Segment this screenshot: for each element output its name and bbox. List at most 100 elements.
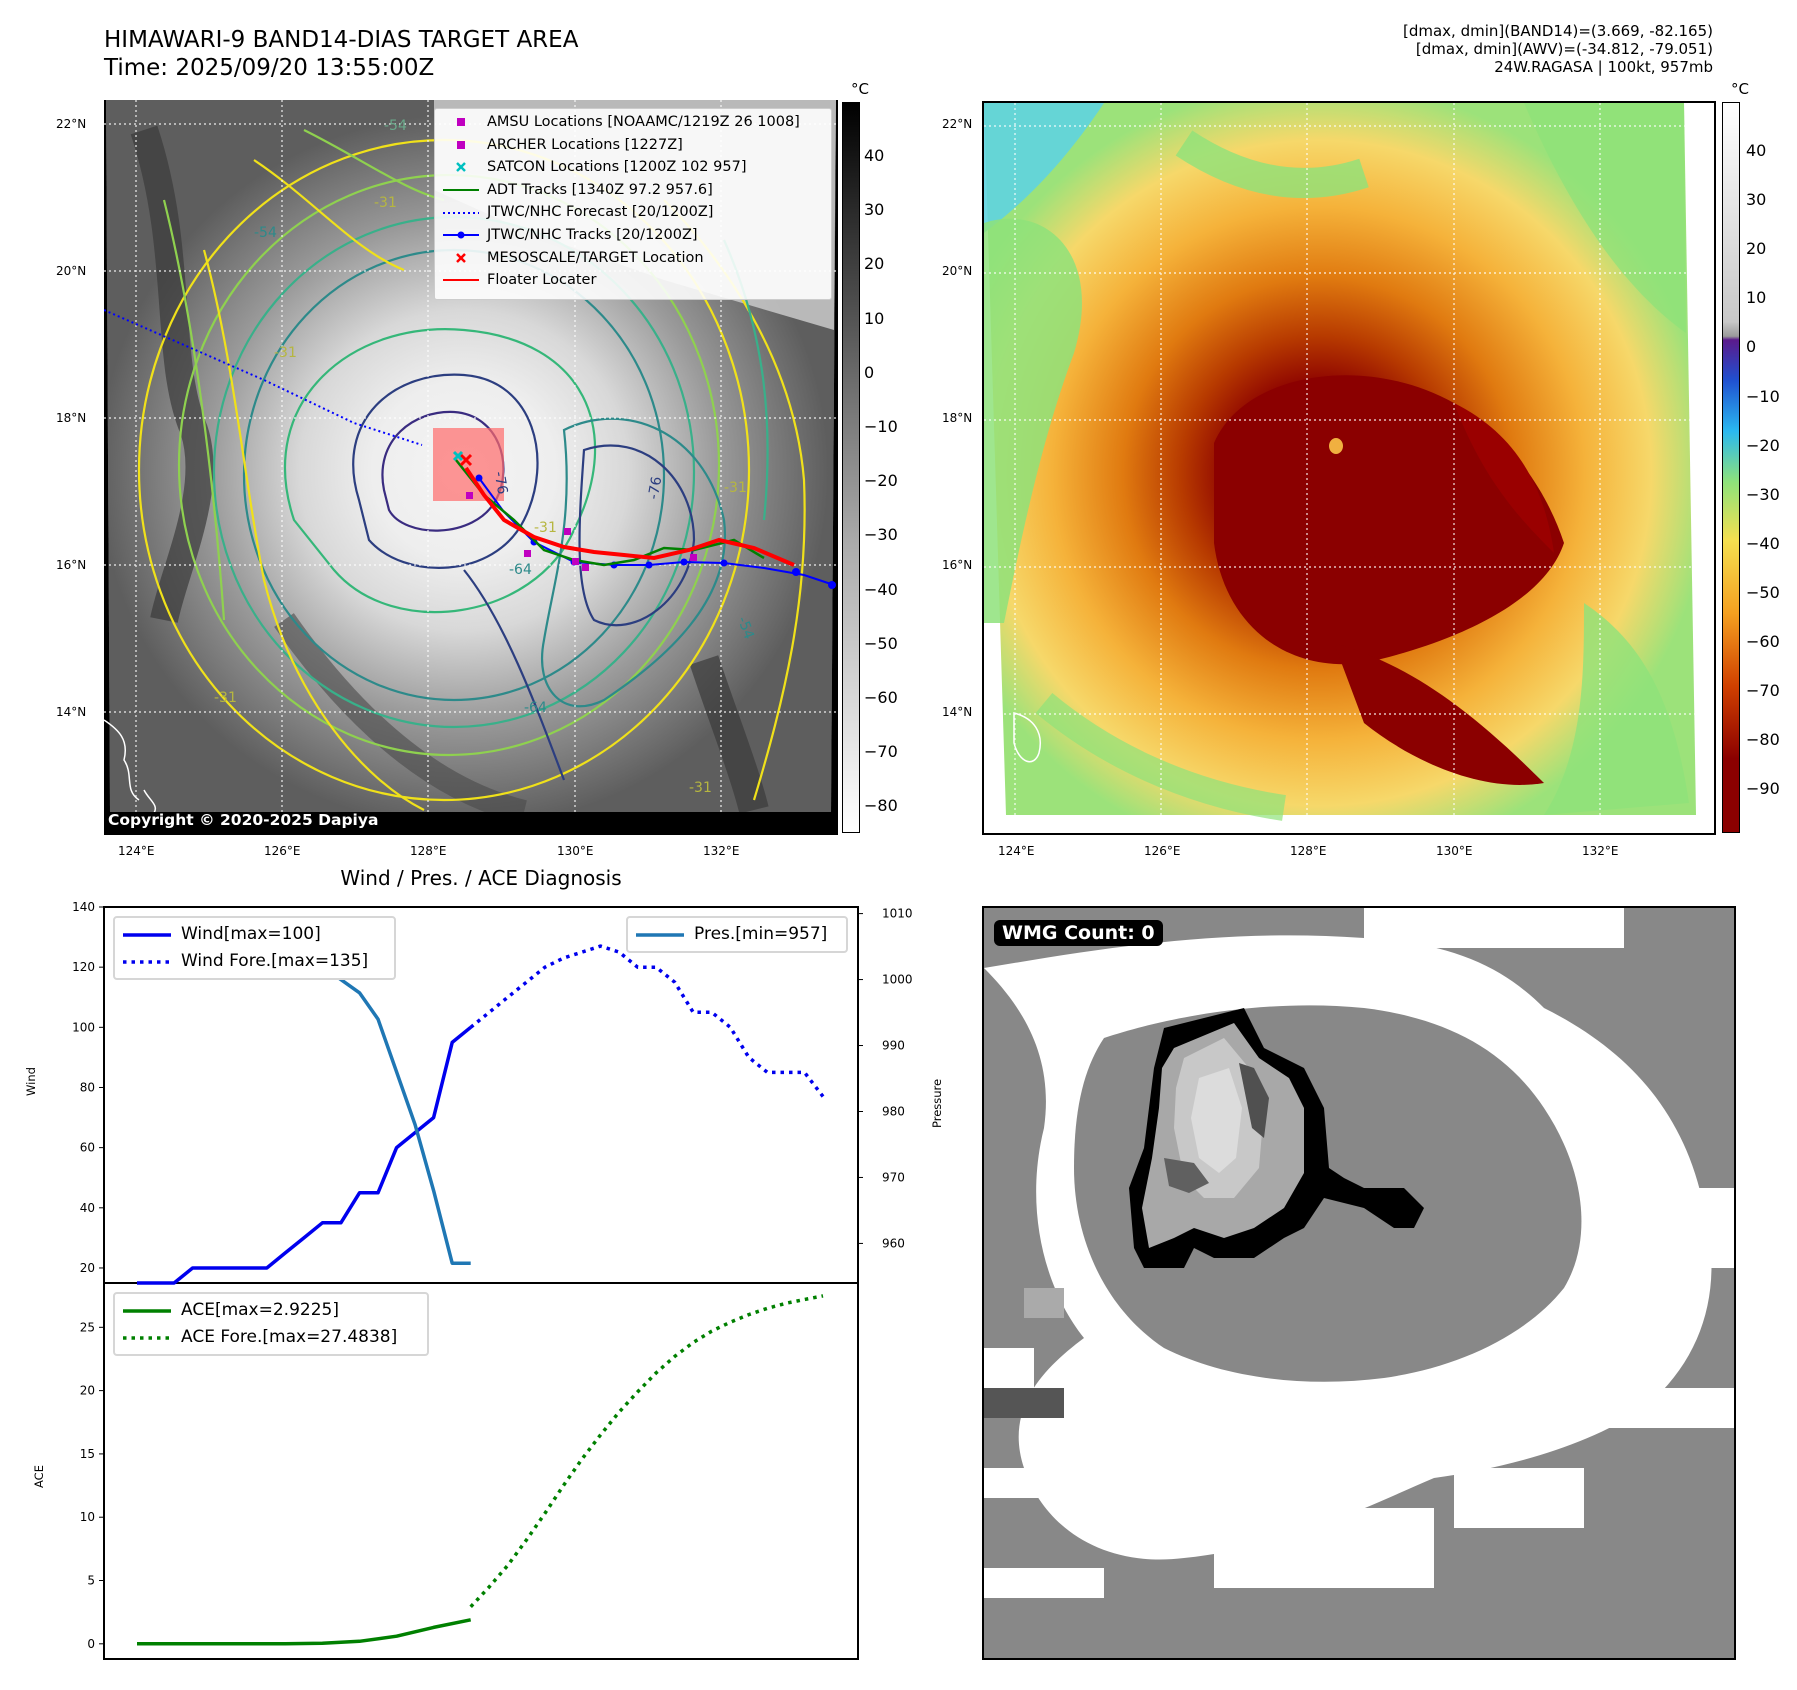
lat-tick: 18°N [56, 411, 87, 425]
lon-tick: 124°E [118, 844, 155, 858]
map-title: HIMAWARI-9 BAND14-DIAS TARGET AREA Time:… [104, 26, 578, 82]
contour-label: -31 [214, 690, 237, 706]
lon-tick: 130°E [1436, 844, 1473, 858]
lat-tick: 16°N [942, 558, 973, 572]
lat-tick: 16°N [56, 558, 87, 572]
contour-label: -64 [509, 562, 532, 578]
y-tick-label: 10 [80, 1510, 95, 1524]
diagnosis-charts: 20 40 60 80 100 120 140 960 970 980 990 1000 1010 0 5… [72, 900, 913, 1660]
y-right-tick-label: 990 [882, 1039, 905, 1053]
lon-tick: 128°E [1290, 844, 1327, 858]
contour-label: -76 [490, 470, 511, 496]
pressure-legend: Pres.[min=957] [626, 916, 848, 953]
series-line-0 [137, 1025, 472, 1285]
legend-wind-forecast: Wind Fore.[max=135] [123, 951, 369, 971]
legend-pressure: Pres.[min=957] [636, 924, 828, 944]
ir-map-panel: -54 -31 -54 -31 -76 -76 -64 -31 -54 -31 … [104, 100, 838, 835]
gray-colorbar-tick: −10 [864, 417, 898, 436]
y-tick-label: 15 [80, 1447, 95, 1461]
y-tick-label: 140 [72, 900, 95, 914]
y-tick-label: 80 [80, 1080, 95, 1094]
ace-axis-label: ACE [32, 1465, 46, 1488]
wmg-count-badge: WMG Count: 0 [994, 920, 1163, 946]
contour-label-layer: -54 -31 -54 -31 -76 -76 -64 -31 -54 -31 … [104, 100, 838, 835]
gray-colorbar-tick: 30 [864, 200, 885, 220]
wmg-panel: WMG Count: 0 [982, 906, 1736, 1660]
color-map-svg [984, 103, 1714, 821]
color-colorbar-tick: −20 [1746, 435, 1780, 455]
title-line-2: Time: 2025/09/20 13:55:00Z [104, 55, 435, 81]
color-map-grid [984, 103, 1714, 815]
stats-line-3: 24W.RAGASA | 100kt, 957mb [1494, 58, 1713, 76]
color-colorbar-tick: 40 [1746, 141, 1767, 160]
series-line-1 [469, 944, 825, 1098]
ace-plot: 0 5 10 15 20 25 [80, 1294, 824, 1651]
color-colorbar-tick: −40 [1746, 533, 1780, 553]
legend-entry-amsu: AMSU Locations [NOAAMC/1219Z 26 1008] [441, 111, 825, 134]
chart-title: Wind / Pres. / ACE Diagnosis [340, 866, 622, 890]
wind-legend: Wind[max=100] Wind Fore.[max=135] [113, 916, 396, 980]
gray-colorbar-tick: 40 [864, 146, 885, 165]
lat-tick: 18°N [942, 411, 973, 425]
y-right-tick-label: 980 [882, 1104, 905, 1118]
lat-tick: 14°N [56, 705, 87, 719]
color-colorbar-tick: −80 [1746, 730, 1780, 750]
legend-wind: Wind[max=100] [123, 924, 321, 944]
ace-chart-frame [103, 1282, 859, 1660]
legend-entry-mesoscale: MESOSCALE/TARGET Location [441, 247, 825, 270]
gray-colorbar [842, 102, 860, 833]
gray-colorbar-tick: −80 [864, 796, 898, 816]
stats-block: [dmax, dmin](BAND14)=(3.669, -82.165) [d… [1113, 22, 1713, 76]
gray-colorbar-tick: 10 [864, 308, 885, 328]
target-marker [459, 453, 473, 467]
color-colorbar-tick: −50 [1746, 582, 1780, 602]
lon-tick: 132°E [703, 844, 740, 858]
gray-colorbar-tick: −20 [864, 471, 898, 491]
y-right-tick-label: 960 [882, 1236, 905, 1250]
y-tick-label: 20 [80, 1261, 95, 1275]
lat-tick: 14°N [942, 705, 973, 719]
color-colorbar-tick: −90 [1746, 779, 1780, 799]
y-tick-label: 5 [87, 1574, 95, 1588]
y-tick-label: 25 [80, 1320, 95, 1334]
gray-colorbar-tick: 0 [864, 362, 875, 382]
y-tick-label: 20 [80, 1384, 95, 1398]
contour-label: -31 [724, 480, 747, 496]
color-colorbar-tick: −10 [1746, 386, 1780, 406]
color-coastline [1013, 712, 1041, 763]
legend-entry-jtwc-tracks: JTWC/NHC Tracks [20/1200Z] [441, 224, 825, 247]
color-colorbar [1722, 102, 1740, 833]
gray-colorbar-tick: −40 [864, 579, 898, 599]
gray-colorbar-tick: −50 [864, 633, 898, 653]
legend-entry-adt: ADT Tracks [1340Z 97.2 957.6] [443, 181, 713, 198]
wind-axis-label: Wind [24, 1067, 38, 1096]
gray-colorbar-tick: −30 [864, 525, 898, 545]
contour-label: -54 [734, 614, 757, 642]
stats-line-2: [dmax, dmin](AWV)=(-34.812, -79.051) [1415, 40, 1713, 58]
y-right-tick-label: 1010 [882, 907, 913, 921]
legend-entry-satcon: SATCON Locations [1200Z 102 957] [441, 156, 825, 179]
y-tick-label: 100 [72, 1020, 95, 1034]
color-colorbar-tick: 0 [1746, 337, 1757, 357]
copyright-text: Copyright © 2020-2025 Dapiya [108, 811, 379, 829]
gray-colorbar-tick: 20 [864, 254, 885, 274]
y-tick-label: 60 [80, 1141, 95, 1155]
color-colorbar-tick: −60 [1746, 632, 1780, 651]
lat-tick: 20°N [942, 264, 973, 278]
legend-entry-archer: ARCHER Locations [1227Z] [441, 134, 825, 157]
lon-tick: 126°E [264, 844, 301, 858]
floater-track [464, 466, 795, 567]
color-colorbar-tick: −70 [1746, 681, 1780, 701]
lat-tick: 22°N [56, 117, 87, 131]
contour-label: -54 [254, 225, 277, 241]
legend-ace: ACE[max=2.9225] [123, 1300, 339, 1320]
pressure-axis-label: Pressure [930, 1078, 944, 1128]
lon-tick: 130°E [557, 844, 594, 858]
y-right-tick-label: 1000 [882, 973, 913, 987]
lon-tick: 132°E [1582, 844, 1619, 858]
contour-label: -31 [374, 195, 397, 211]
adt-track [455, 459, 765, 567]
wmg-image [984, 908, 1734, 1658]
color-colorbar-tick: 10 [1746, 288, 1767, 308]
color-colorbar-tick: −30 [1746, 484, 1780, 504]
